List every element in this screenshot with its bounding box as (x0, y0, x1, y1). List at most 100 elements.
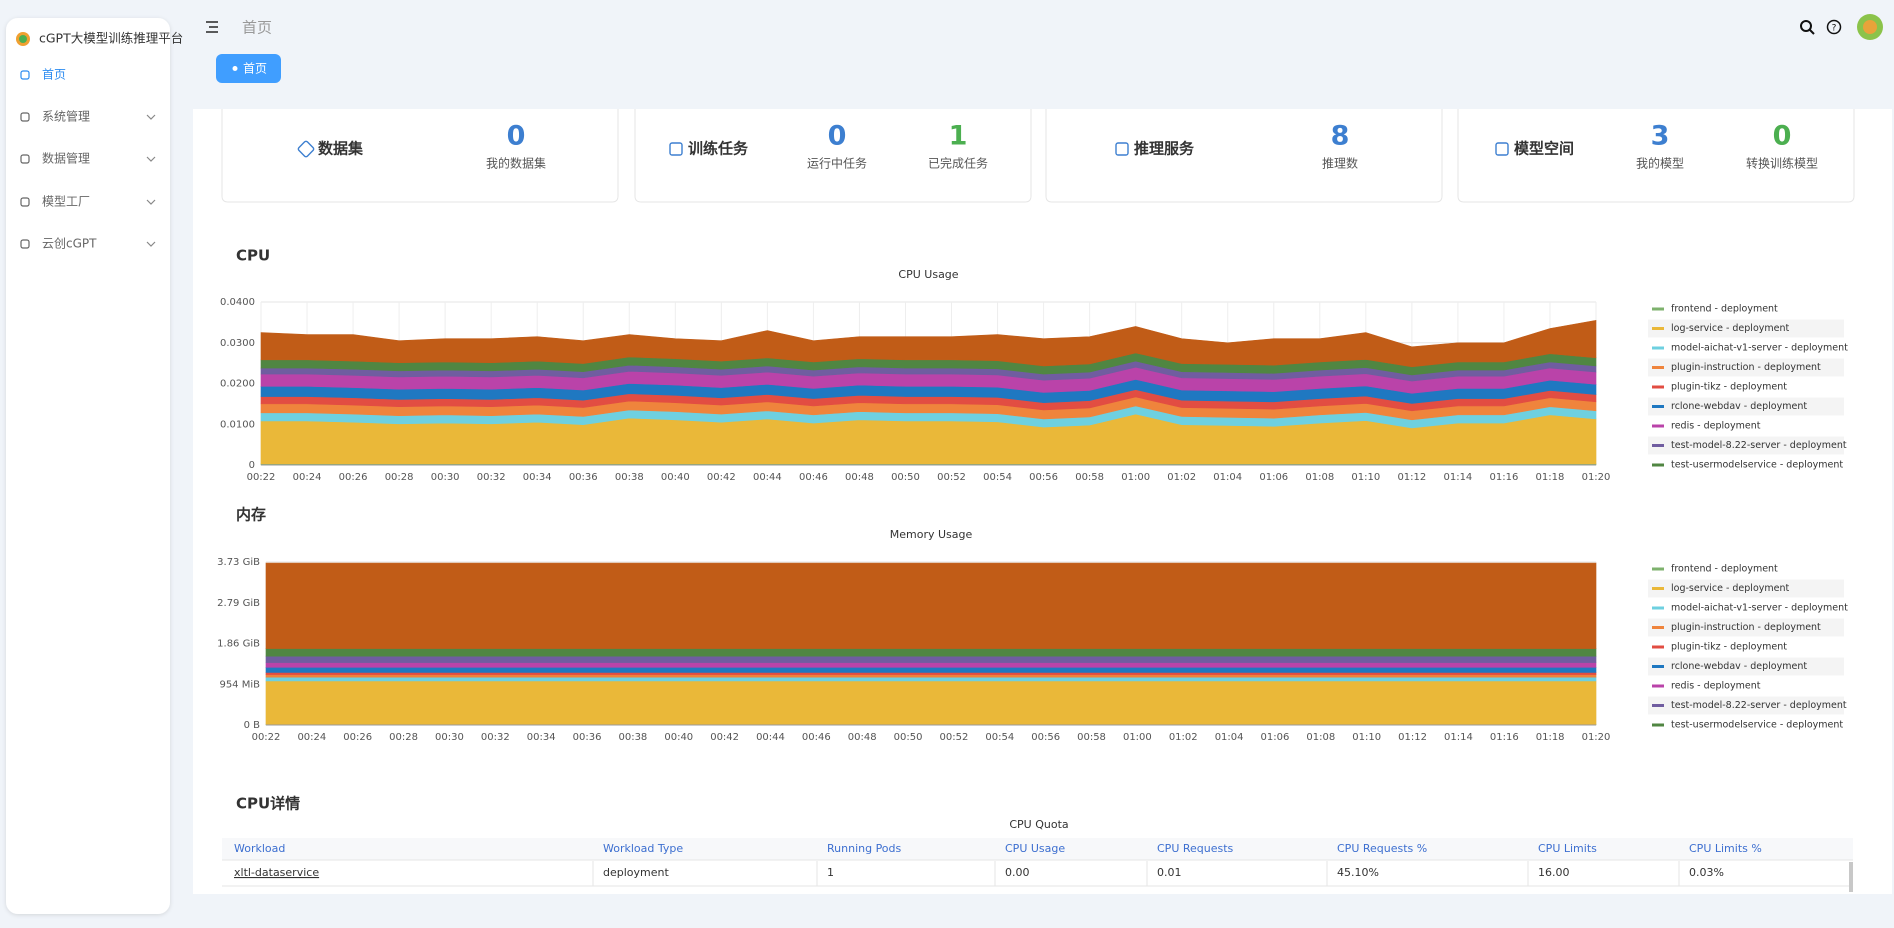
stat-value: 0 (1773, 121, 1792, 152)
x-tick-label: 01:04 (1213, 472, 1242, 483)
table-header[interactable]: Workload (234, 842, 285, 855)
menu-item[interactable]: 模型工厂 (42, 195, 90, 209)
stat-title: 训练任务 (688, 140, 749, 158)
legend-label[interactable]: test-usermodelservice - deployment (1671, 720, 1843, 731)
x-tick-label: 01:14 (1444, 732, 1473, 743)
x-tick-label: 00:32 (477, 472, 506, 483)
x-tick-label: 00:30 (431, 472, 460, 483)
x-tick-label: 00:38 (615, 472, 644, 483)
x-tick-label: 01:20 (1582, 472, 1611, 483)
legend-label[interactable]: redis - deployment (1671, 421, 1761, 432)
legend-label[interactable]: test-usermodelservice - deployment (1671, 460, 1843, 471)
legend-label[interactable]: log-service - deployment (1671, 583, 1790, 594)
section-title: 内存 (236, 506, 266, 524)
search-icon[interactable] (1801, 21, 1814, 34)
x-tick-label: 01:08 (1305, 472, 1334, 483)
legend-label[interactable]: redis - deployment (1671, 681, 1761, 692)
menu-item[interactable]: 系统管理 (42, 109, 90, 124)
table-header[interactable]: Workload Type (603, 842, 683, 855)
x-tick-label: 01:16 (1490, 472, 1519, 483)
legend-label[interactable]: rclone-webdav - deployment (1671, 661, 1807, 672)
table-header[interactable]: CPU Limits (1538, 842, 1597, 855)
stat-label: 运行中任务 (807, 156, 867, 171)
stat-value: 8 (1331, 121, 1350, 152)
menu-item[interactable]: 云创cGPT (42, 237, 97, 251)
stat-value: 3 (1651, 121, 1670, 152)
main-card (193, 109, 1892, 894)
table-cell[interactable]: xltl-dataservice (234, 866, 319, 879)
stat-label: 我的数据集 (486, 156, 546, 171)
stat-card (222, 109, 618, 202)
y-tick-label: 0 (249, 460, 255, 471)
x-tick-label: 01:06 (1261, 732, 1290, 743)
table-header[interactable]: CPU Requests (1157, 842, 1234, 855)
x-tick-label: 00:28 (385, 472, 414, 483)
x-tick-label: 00:42 (710, 732, 739, 743)
x-tick-label: 01:10 (1352, 732, 1381, 743)
table-header[interactable]: CPU Requests % (1337, 842, 1427, 855)
x-tick-label: 00:22 (252, 732, 281, 743)
x-tick-label: 00:34 (527, 732, 556, 743)
x-tick-label: 00:38 (618, 732, 647, 743)
x-tick-label: 01:12 (1398, 732, 1427, 743)
legend-label[interactable]: log-service - deployment (1671, 323, 1790, 334)
table-title: CPU Quota (1009, 818, 1068, 831)
menu-toggle[interactable] (206, 22, 218, 32)
x-tick-label: 00:56 (1031, 732, 1060, 743)
y-tick-label: 0.0100 (220, 419, 255, 430)
legend-label[interactable]: plugin-tikz - deployment (1671, 642, 1787, 653)
x-tick-label: 01:00 (1121, 472, 1150, 483)
y-tick-label: 0.0200 (220, 379, 255, 390)
stat-value: 1 (949, 121, 968, 152)
x-tick-label: 00:36 (569, 472, 598, 483)
x-tick-label: 00:58 (1077, 732, 1106, 743)
table-header[interactable]: CPU Limits % (1689, 842, 1762, 855)
table-header[interactable]: Running Pods (827, 842, 902, 855)
stat-card (1046, 109, 1442, 202)
table-header[interactable]: CPU Usage (1005, 842, 1065, 855)
menu-item[interactable]: 数据管理 (42, 151, 90, 166)
area (266, 672, 1596, 674)
legend-label[interactable]: test-model-8.22-server - deployment (1671, 700, 1847, 711)
x-tick-label: 00:50 (891, 472, 920, 483)
stat-value: 0 (507, 121, 526, 152)
x-tick-label: 01:18 (1536, 472, 1565, 483)
legend-label[interactable]: test-model-8.22-server - deployment (1671, 440, 1847, 451)
menu-item[interactable]: 首页 (42, 68, 66, 82)
table-cell: 1 (827, 866, 834, 879)
legend-label[interactable]: plugin-instruction - deployment (1671, 362, 1821, 373)
y-tick-label: 0 B (244, 720, 261, 731)
tab-label[interactable]: 首页 (243, 62, 267, 76)
x-tick-label: 00:44 (756, 732, 785, 743)
area (266, 675, 1596, 678)
legend-label[interactable]: model-aichat-v1-server - deployment (1671, 603, 1848, 614)
legend-label[interactable]: frontend - deployment (1671, 564, 1778, 575)
x-tick-label: 01:10 (1351, 472, 1380, 483)
y-tick-label: 3.73 GiB (217, 557, 260, 568)
help-icon[interactable]: ? (1828, 21, 1841, 34)
tab-dot (233, 66, 238, 71)
stat-label: 已完成任务 (928, 156, 988, 171)
y-tick-label: 1.86 GiB (217, 639, 260, 650)
stat-label: 转换训练模型 (1746, 156, 1818, 171)
x-tick-label: 00:42 (707, 472, 736, 483)
legend-label[interactable]: model-aichat-v1-server - deployment (1671, 343, 1848, 354)
x-tick-label: 01:12 (1397, 472, 1426, 483)
legend-label[interactable]: plugin-tikz - deployment (1671, 382, 1787, 393)
x-tick-label: 00:28 (389, 732, 418, 743)
table-cell: deployment (603, 866, 669, 879)
x-tick-label: 00:50 (894, 732, 923, 743)
y-tick-label: 2.79 GiB (217, 598, 260, 609)
legend-label[interactable]: frontend - deployment (1671, 304, 1778, 315)
logo-inner (19, 35, 27, 43)
x-tick-label: 00:44 (753, 472, 782, 483)
section-title: CPU (236, 247, 270, 265)
chart-title: CPU Usage (898, 268, 958, 281)
x-tick-label: 01:18 (1536, 732, 1565, 743)
stat-title: 推理服务 (1134, 140, 1195, 158)
y-tick-label: 954 MiB (219, 679, 260, 690)
x-tick-label: 00:56 (1029, 472, 1058, 483)
legend-label[interactable]: plugin-instruction - deployment (1671, 622, 1821, 633)
area (266, 667, 1596, 672)
legend-label[interactable]: rclone-webdav - deployment (1671, 401, 1807, 412)
